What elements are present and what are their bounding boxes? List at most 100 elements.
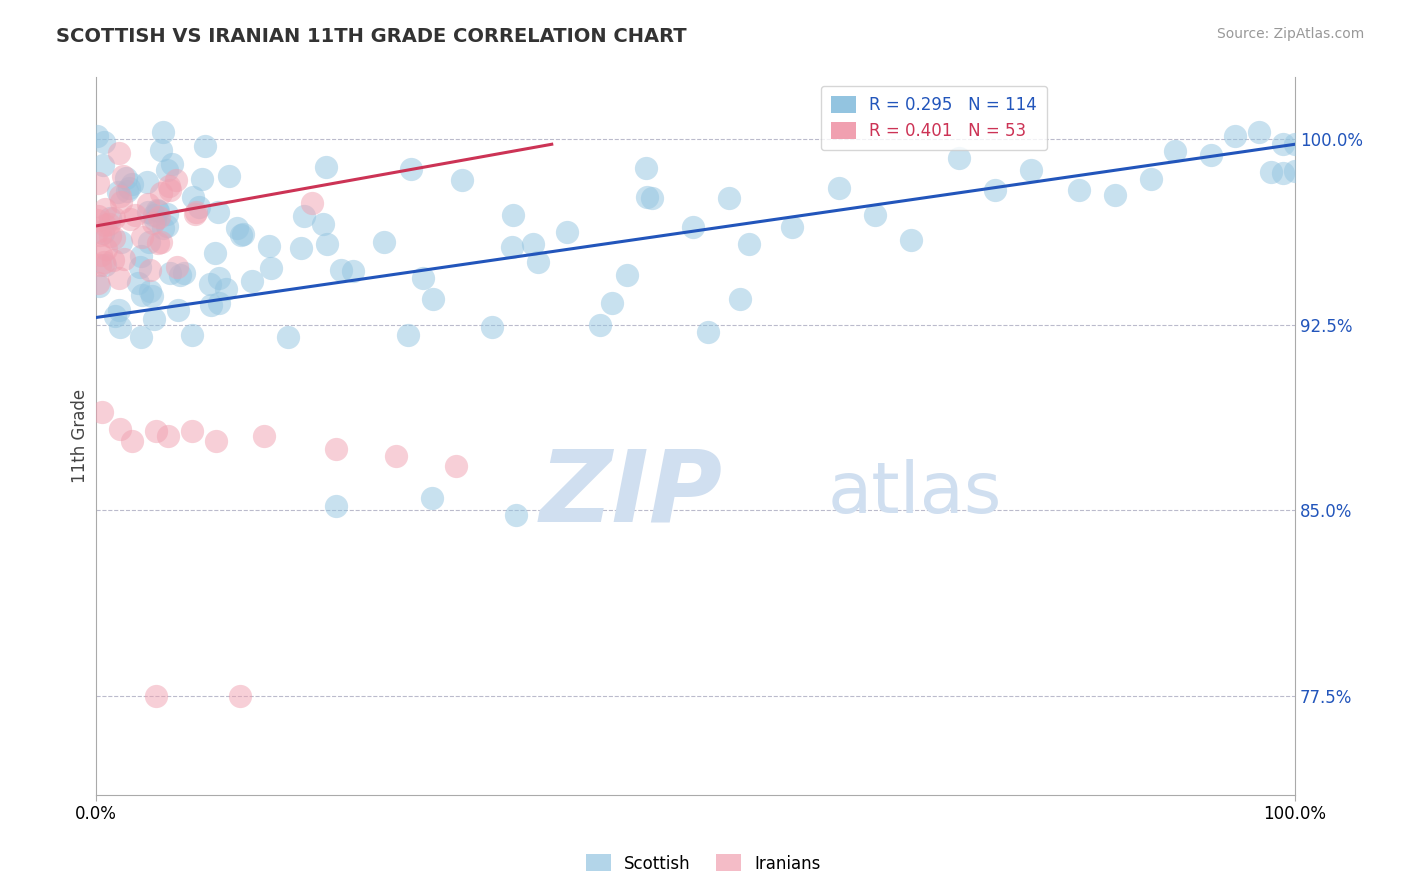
Point	[1164, 144, 1187, 158]
Point	[1069, 183, 1091, 197]
Point	[108, 320, 131, 334]
Point	[1104, 188, 1126, 202]
Point	[108, 422, 131, 436]
Point	[165, 173, 187, 187]
Point	[91, 226, 114, 240]
Point	[118, 181, 141, 195]
Point	[399, 162, 422, 177]
Point	[589, 318, 612, 332]
Point	[148, 236, 170, 251]
Point	[422, 292, 444, 306]
Point	[396, 327, 419, 342]
Point	[108, 146, 131, 161]
Point	[93, 255, 115, 269]
Point	[173, 266, 195, 280]
Point	[87, 277, 110, 291]
Point	[218, 169, 240, 183]
Point	[115, 170, 138, 185]
Point	[136, 175, 159, 189]
Point	[110, 235, 132, 249]
Point	[232, 227, 254, 242]
Point	[215, 282, 238, 296]
Point	[257, 239, 280, 253]
Point	[1247, 125, 1270, 139]
Point	[205, 434, 228, 449]
Point	[143, 213, 166, 227]
Point	[641, 191, 664, 205]
Point	[253, 429, 276, 443]
Point	[121, 177, 143, 191]
Point	[142, 208, 165, 222]
Y-axis label: 11th Grade: 11th Grade	[72, 389, 89, 483]
Point	[1260, 165, 1282, 179]
Text: ZIP: ZIP	[540, 445, 723, 542]
Point	[501, 240, 523, 254]
Point	[1272, 137, 1295, 152]
Point	[145, 202, 167, 217]
Point	[948, 152, 970, 166]
Point	[115, 184, 138, 198]
Point	[444, 458, 467, 473]
Point	[194, 138, 217, 153]
Point	[136, 205, 159, 219]
Point	[277, 330, 299, 344]
Point	[108, 302, 131, 317]
Point	[162, 157, 184, 171]
Legend: R = 0.295   N = 114, R = 0.401   N = 53: R = 0.295 N = 114, R = 0.401 N = 53	[821, 86, 1047, 151]
Point	[128, 260, 150, 275]
Point	[292, 209, 315, 223]
Point	[124, 208, 146, 222]
Point	[149, 143, 172, 157]
Point	[101, 253, 124, 268]
Point	[152, 221, 174, 235]
Point	[191, 172, 214, 186]
Point	[129, 249, 152, 263]
Point	[204, 246, 226, 260]
Point	[87, 209, 110, 223]
Point	[1019, 163, 1042, 178]
Point	[207, 204, 229, 219]
Point	[98, 228, 121, 243]
Point	[89, 228, 111, 243]
Point	[131, 230, 153, 244]
Point	[156, 207, 179, 221]
Point	[93, 136, 115, 150]
Point	[186, 205, 208, 219]
Point	[129, 330, 152, 344]
Point	[139, 263, 162, 277]
Point	[94, 242, 117, 256]
Point	[225, 220, 247, 235]
Point	[780, 219, 803, 234]
Point	[634, 161, 657, 176]
Point	[373, 235, 395, 250]
Point	[183, 206, 205, 220]
Point	[696, 326, 718, 340]
Text: atlas: atlas	[828, 459, 1002, 528]
Point	[108, 270, 131, 285]
Point	[97, 217, 120, 231]
Point	[187, 201, 209, 215]
Point	[329, 263, 352, 277]
Point	[260, 261, 283, 276]
Point	[900, 234, 922, 248]
Point	[148, 210, 170, 224]
Point	[522, 237, 544, 252]
Point	[112, 252, 135, 267]
Point	[142, 216, 165, 230]
Point	[138, 235, 160, 249]
Point	[412, 271, 434, 285]
Point	[181, 327, 204, 342]
Point	[505, 508, 527, 523]
Point	[616, 268, 638, 282]
Point	[208, 295, 231, 310]
Point	[127, 277, 149, 291]
Point	[94, 259, 117, 273]
Point	[200, 277, 222, 292]
Point	[149, 186, 172, 200]
Point	[148, 204, 170, 219]
Point	[200, 298, 222, 312]
Point	[984, 183, 1007, 197]
Point	[290, 242, 312, 256]
Point	[1199, 148, 1222, 162]
Point	[143, 311, 166, 326]
